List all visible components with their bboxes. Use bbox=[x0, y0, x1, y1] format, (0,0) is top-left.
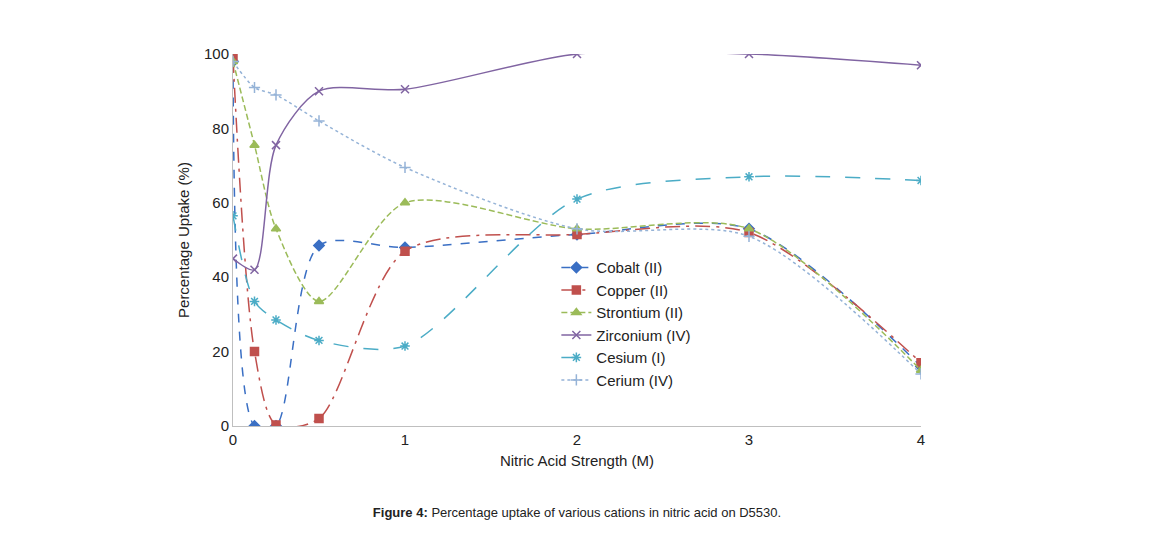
svg-text:Figure 4: Percentage uptake of: Figure 4: Percentage uptake of various c… bbox=[373, 505, 781, 520]
svg-text:Copper (II): Copper (II) bbox=[596, 282, 668, 299]
svg-text:80: 80 bbox=[212, 120, 229, 137]
svg-text:4: 4 bbox=[917, 431, 925, 448]
svg-text:40: 40 bbox=[212, 268, 229, 285]
svg-text:100: 100 bbox=[204, 45, 229, 62]
svg-text:Strontium (II): Strontium (II) bbox=[596, 304, 683, 321]
svg-text:Zirconium (IV): Zirconium (IV) bbox=[596, 327, 690, 344]
svg-text:20: 20 bbox=[212, 343, 229, 360]
svg-text:3: 3 bbox=[745, 431, 753, 448]
svg-text:2: 2 bbox=[573, 431, 581, 448]
svg-text:Cerium (IV): Cerium (IV) bbox=[596, 372, 673, 389]
svg-text:1: 1 bbox=[401, 431, 409, 448]
svg-text:0: 0 bbox=[221, 417, 229, 434]
svg-text:0: 0 bbox=[229, 431, 237, 448]
svg-text:Percentage Uptake (%): Percentage Uptake (%) bbox=[175, 162, 192, 318]
svg-text:Cesium (I): Cesium (I) bbox=[596, 349, 665, 366]
svg-text:Cobalt (II): Cobalt (II) bbox=[596, 259, 662, 276]
svg-text:Nitric Acid Strength (M): Nitric Acid Strength (M) bbox=[500, 452, 654, 469]
svg-text:60: 60 bbox=[212, 194, 229, 211]
